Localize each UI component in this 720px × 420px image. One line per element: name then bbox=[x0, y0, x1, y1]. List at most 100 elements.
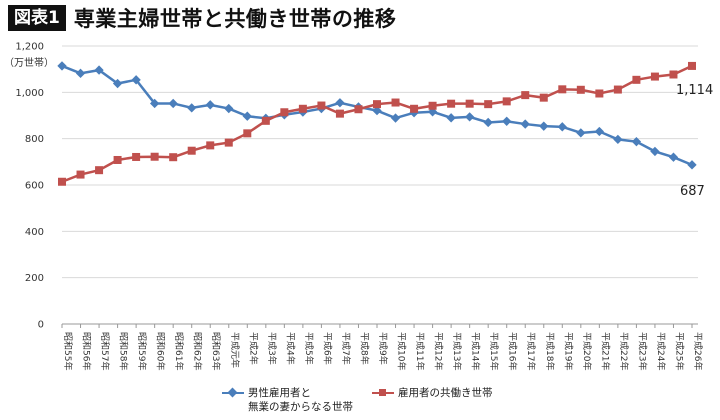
x-tick-label: 平成12年 bbox=[433, 332, 445, 370]
legend-label-line1: 男性雇用者と bbox=[248, 387, 311, 399]
data-point-square bbox=[298, 104, 307, 113]
data-point-square bbox=[150, 152, 159, 161]
data-point-diamond bbox=[520, 119, 530, 129]
series-line-1 bbox=[61, 64, 693, 183]
x-tick-label: 平成17年 bbox=[525, 332, 537, 370]
data-point-diamond bbox=[594, 126, 605, 137]
data-point-diamond bbox=[687, 160, 697, 170]
data-point-diamond bbox=[464, 112, 475, 122]
data-point-square bbox=[354, 105, 363, 114]
data-point-square bbox=[428, 101, 437, 110]
x-tick-label: 平成3年 bbox=[266, 332, 278, 365]
legend-item-dual-income: 雇用者の共働き世帯 bbox=[372, 386, 493, 400]
data-point-diamond bbox=[668, 152, 679, 162]
end-data-label: 687 bbox=[680, 184, 705, 199]
data-point-square bbox=[113, 155, 122, 164]
data-point-square bbox=[447, 99, 456, 108]
y-tick-label: 400 bbox=[25, 227, 44, 238]
data-point-diamond bbox=[539, 121, 549, 131]
x-tick-label: 平成24年 bbox=[655, 332, 667, 370]
y-tick-label: 600 bbox=[25, 181, 44, 192]
legend-swatch-red bbox=[372, 387, 394, 399]
data-point-square bbox=[169, 153, 178, 162]
x-tick-label: 昭和59年 bbox=[136, 332, 148, 370]
data-point-diamond bbox=[502, 116, 512, 126]
data-point-square bbox=[76, 170, 85, 179]
x-tick-label: 平成4年 bbox=[284, 332, 296, 365]
data-point-square bbox=[539, 93, 548, 102]
y-tick-label: 1,000 bbox=[15, 88, 44, 99]
data-point-diamond bbox=[205, 100, 215, 110]
x-tick-label: 昭和62年 bbox=[192, 332, 204, 370]
data-point-square bbox=[502, 97, 511, 106]
data-point-diamond bbox=[94, 65, 104, 75]
data-point-diamond bbox=[168, 98, 178, 109]
data-point-diamond bbox=[631, 137, 642, 147]
data-point-square bbox=[95, 166, 104, 175]
legend-swatch-blue bbox=[222, 387, 244, 399]
chart-header: 図表1 専業主婦世帯と共働き世帯の推移 bbox=[8, 4, 396, 32]
x-tick-label: 平成7年 bbox=[340, 332, 352, 365]
x-tick-label: 昭和57年 bbox=[99, 332, 111, 370]
x-tick-label: 平成23年 bbox=[636, 332, 648, 370]
legend-item-full-time-housewife: 男性雇用者と 無業の妻からなる世帯 bbox=[222, 386, 353, 414]
data-point-square bbox=[58, 177, 66, 186]
data-point-square bbox=[335, 109, 344, 118]
data-point-diamond bbox=[483, 117, 493, 128]
x-tick-label: 平成20年 bbox=[581, 332, 593, 370]
figure-label: 図表1 bbox=[8, 5, 66, 31]
data-point-square bbox=[132, 152, 141, 161]
x-tick-label: 平成2年 bbox=[247, 332, 259, 365]
x-tick-label: 平成13年 bbox=[451, 332, 463, 370]
y-tick-label: 1,200 bbox=[15, 42, 44, 53]
data-point-diamond bbox=[576, 128, 586, 138]
x-tick-label: 平成18年 bbox=[544, 332, 556, 370]
x-tick-label: 平成6年 bbox=[321, 332, 333, 365]
data-point-diamond bbox=[131, 75, 141, 85]
x-tick-label: 平成16年 bbox=[507, 332, 519, 370]
x-tick-label: 昭和56年 bbox=[81, 332, 93, 370]
data-point-diamond bbox=[75, 68, 86, 79]
y-tick-label: 0 bbox=[38, 320, 44, 331]
x-tick-label: 平成元年 bbox=[229, 332, 241, 368]
series-line-0 bbox=[61, 64, 693, 167]
data-point-diamond bbox=[57, 61, 67, 71]
x-tick-label: 平成8年 bbox=[358, 332, 370, 365]
data-point-diamond bbox=[187, 103, 197, 113]
data-point-square bbox=[669, 70, 678, 79]
x-tick-label: 平成21年 bbox=[599, 332, 611, 370]
data-point-diamond bbox=[224, 103, 234, 114]
data-point-square bbox=[595, 89, 604, 98]
y-tick-label: 800 bbox=[25, 134, 44, 145]
data-point-square bbox=[688, 61, 696, 70]
data-point-square bbox=[187, 146, 196, 155]
y-tick-label: 200 bbox=[25, 273, 44, 284]
data-point-square bbox=[317, 101, 326, 110]
data-point-diamond bbox=[372, 105, 382, 116]
data-point-square bbox=[206, 141, 215, 150]
data-point-square bbox=[410, 104, 419, 113]
x-tick-label: 平成9年 bbox=[377, 332, 389, 365]
data-point-square bbox=[465, 99, 474, 108]
x-tick-label: 昭和55年 bbox=[62, 332, 74, 370]
data-point-diamond bbox=[335, 98, 345, 108]
x-tick-label: 平成19年 bbox=[562, 332, 574, 370]
x-tick-label: 平成5年 bbox=[303, 332, 315, 365]
data-point-square bbox=[558, 85, 567, 94]
x-tick-label: 平成11年 bbox=[414, 332, 426, 370]
x-tick-label: 平成15年 bbox=[488, 332, 500, 370]
x-tick-label: 平成14年 bbox=[470, 332, 482, 370]
data-point-diamond bbox=[613, 134, 623, 145]
x-tick-label: 昭和58年 bbox=[118, 332, 130, 370]
legend-label: 雇用者の共働き世帯 bbox=[398, 387, 493, 399]
chart-title: 専業主婦世帯と共働き世帯の推移 bbox=[73, 7, 397, 31]
x-tick-label: 昭和61年 bbox=[173, 332, 185, 370]
data-point-diamond bbox=[242, 111, 252, 121]
data-point-square bbox=[243, 129, 252, 138]
x-tick-label: 昭和60年 bbox=[155, 332, 167, 370]
data-point-square bbox=[391, 98, 400, 107]
data-point-square bbox=[521, 91, 530, 100]
x-tick-label: 昭和63年 bbox=[210, 332, 222, 370]
data-point-diamond bbox=[446, 113, 456, 123]
